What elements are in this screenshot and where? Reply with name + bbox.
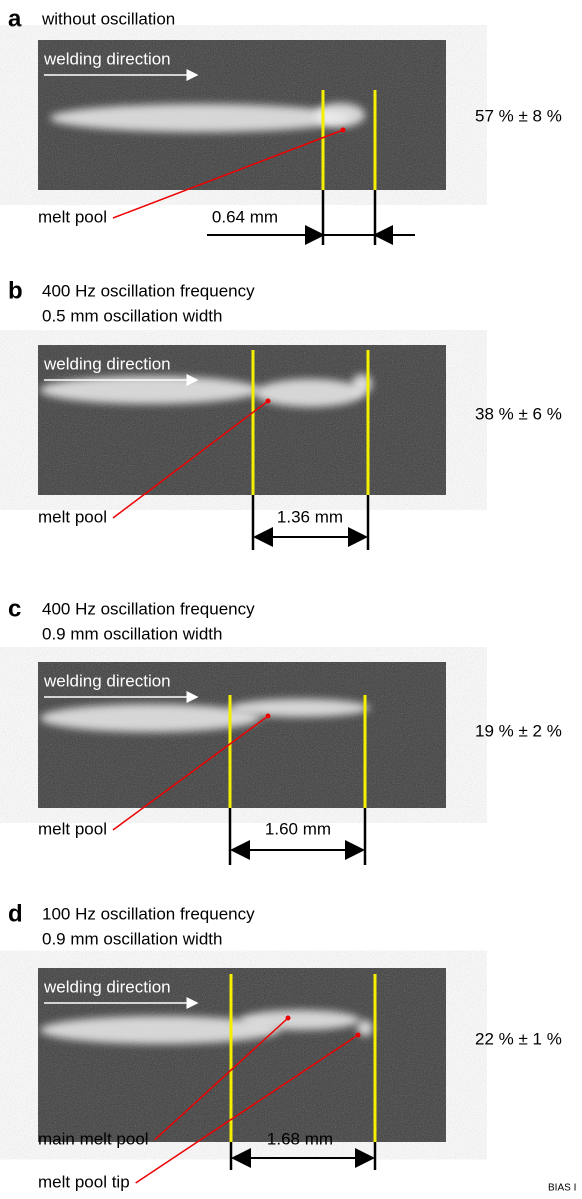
pointer-line (154, 1017, 289, 1141)
weld-glow (40, 1016, 280, 1044)
pointer-dot (355, 1032, 361, 1038)
label: melt pool (38, 207, 107, 226)
pointer-dot (265, 398, 271, 404)
panel-letter: d (8, 900, 23, 927)
pointer-line (135, 1034, 359, 1184)
pointer-dot (285, 1015, 291, 1021)
weld-glow (40, 704, 260, 732)
ratio: 38 % ± 6 % (475, 404, 562, 423)
panel-letter: c (8, 595, 21, 622)
direction-label: welding direction (43, 354, 171, 373)
direction-label: welding direction (43, 977, 171, 996)
pointer-line (112, 715, 269, 831)
pointer-line (112, 400, 269, 519)
caption: without oscillation (41, 9, 175, 28)
weld-glow (40, 376, 260, 404)
caption: 400 Hz oscillation frequency (42, 281, 255, 300)
measurement: 1.60 mm (265, 819, 331, 838)
label: main melt pool (38, 1129, 149, 1148)
label: melt pool (38, 819, 107, 838)
direction-label: welding direction (43, 671, 171, 690)
weld-glow (357, 1020, 373, 1036)
panel-letter: b (8, 277, 23, 304)
direction-label: welding direction (43, 49, 171, 68)
pointer-dot (265, 713, 271, 719)
pointer-line (112, 129, 344, 219)
caption: 0.5 mm oscillation width (42, 306, 222, 325)
weld-glow (230, 699, 370, 717)
caption: 0.9 mm oscillation width (42, 929, 222, 948)
caption: 400 Hz oscillation frequency (42, 599, 255, 618)
weld-glow (240, 1010, 360, 1030)
footer: BIAS I (548, 1183, 576, 1194)
panel-letter: a (8, 5, 22, 32)
measurement: 0.64 mm (212, 207, 278, 226)
caption: 0.9 mm oscillation width (42, 624, 222, 643)
pointer-dot (340, 127, 346, 133)
ratio: 57 % ± 8 % (475, 106, 562, 125)
caption: 100 Hz oscillation frequency (42, 904, 255, 923)
measurement: 1.36 mm (277, 507, 343, 526)
measurement: 1.68 mm (267, 1129, 333, 1148)
label: melt pool (38, 507, 107, 526)
ratio: 19 % ± 2 % (475, 721, 562, 740)
ratio: 22 % ± 1 % (475, 1029, 562, 1048)
weld-glow (315, 103, 365, 127)
weld-glow (50, 104, 350, 132)
weld-glow (255, 379, 365, 407)
label: melt pool tip (38, 1172, 130, 1191)
